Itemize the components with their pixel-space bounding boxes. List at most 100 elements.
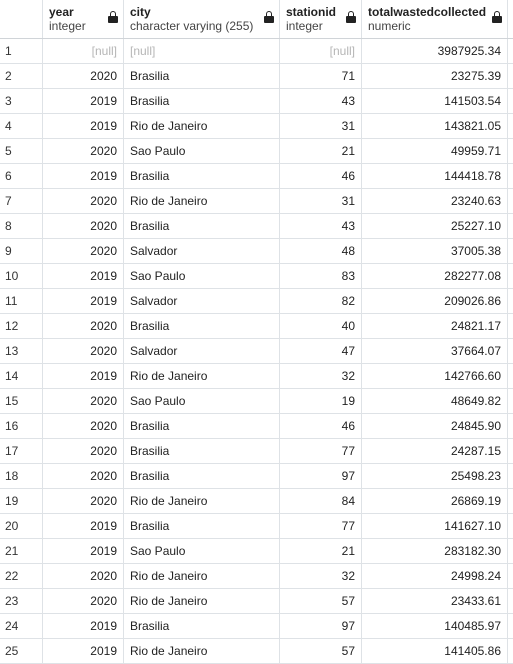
cell-totalwastedcollected[interactable]: 24287.15 (362, 439, 508, 463)
cell-year[interactable]: 2020 (43, 564, 124, 588)
cell-city[interactable]: Rio de Janeiro (124, 114, 280, 138)
row-number[interactable]: 15 (0, 389, 43, 413)
cell-stationid[interactable]: 77 (280, 514, 362, 538)
row-number[interactable]: 17 (0, 439, 43, 463)
cell-stationid[interactable]: 83 (280, 264, 362, 288)
row-number[interactable]: 16 (0, 414, 43, 438)
cell-totalwastedcollected[interactable]: 3987925.34 (362, 39, 508, 63)
cell-stationid[interactable]: 21 (280, 539, 362, 563)
cell-city[interactable]: Sao Paulo (124, 539, 280, 563)
cell-stationid[interactable]: 77 (280, 439, 362, 463)
cell-stationid[interactable]: 32 (280, 564, 362, 588)
cell-year[interactable]: 2020 (43, 339, 124, 363)
cell-city[interactable]: Rio de Janeiro (124, 589, 280, 613)
table-row[interactable]: 17 2020 Brasilia 77 24287.15 (0, 439, 513, 464)
cell-stationid[interactable]: 31 (280, 189, 362, 213)
cell-city[interactable]: Rio de Janeiro (124, 639, 280, 663)
cell-year[interactable]: 2019 (43, 364, 124, 388)
cell-totalwastedcollected[interactable]: 37005.38 (362, 239, 508, 263)
column-header-stationid[interactable]: stationid integer (280, 0, 362, 38)
cell-year[interactable]: 2020 (43, 589, 124, 613)
row-number[interactable]: 6 (0, 164, 43, 188)
cell-stationid[interactable]: 97 (280, 464, 362, 488)
table-row[interactable]: 22 2020 Rio de Janeiro 32 24998.24 (0, 564, 513, 589)
table-row[interactable]: 23 2020 Rio de Janeiro 57 23433.61 (0, 589, 513, 614)
cell-stationid[interactable]: 47 (280, 339, 362, 363)
cell-city[interactable]: Salvador (124, 239, 280, 263)
cell-stationid[interactable]: 71 (280, 64, 362, 88)
table-row[interactable]: 24 2019 Brasilia 97 140485.97 (0, 614, 513, 639)
cell-year[interactable]: 2020 (43, 314, 124, 338)
cell-year[interactable]: 2019 (43, 164, 124, 188)
row-number[interactable]: 20 (0, 514, 43, 538)
cell-city[interactable]: Rio de Janeiro (124, 489, 280, 513)
cell-totalwastedcollected[interactable]: 209026.86 (362, 289, 508, 313)
cell-year[interactable]: 2020 (43, 139, 124, 163)
cell-year[interactable]: 2020 (43, 439, 124, 463)
cell-stationid[interactable]: 46 (280, 414, 362, 438)
cell-totalwastedcollected[interactable]: 23433.61 (362, 589, 508, 613)
cell-stationid[interactable]: 32 (280, 364, 362, 388)
row-number[interactable]: 19 (0, 489, 43, 513)
cell-totalwastedcollected[interactable]: 24845.90 (362, 414, 508, 438)
cell-city[interactable]: Sao Paulo (124, 389, 280, 413)
cell-city[interactable]: [null] (124, 39, 280, 63)
table-row[interactable]: 1 [null] [null] [null] 3987925.34 (0, 39, 513, 64)
table-row[interactable]: 20 2019 Brasilia 77 141627.10 (0, 514, 513, 539)
row-number[interactable]: 4 (0, 114, 43, 138)
row-number-header[interactable] (0, 0, 43, 38)
cell-totalwastedcollected[interactable]: 282277.08 (362, 264, 508, 288)
cell-totalwastedcollected[interactable]: 141405.86 (362, 639, 508, 663)
row-number[interactable]: 11 (0, 289, 43, 313)
cell-city[interactable]: Brasilia (124, 314, 280, 338)
cell-stationid[interactable]: 19 (280, 389, 362, 413)
cell-stationid[interactable]: 46 (280, 164, 362, 188)
row-number[interactable]: 18 (0, 464, 43, 488)
cell-stationid[interactable]: 43 (280, 89, 362, 113)
cell-stationid[interactable]: 31 (280, 114, 362, 138)
cell-city[interactable]: Salvador (124, 339, 280, 363)
row-number[interactable]: 5 (0, 139, 43, 163)
row-number[interactable]: 14 (0, 364, 43, 388)
cell-totalwastedcollected[interactable]: 144418.78 (362, 164, 508, 188)
cell-year[interactable]: 2020 (43, 214, 124, 238)
cell-stationid[interactable]: 97 (280, 614, 362, 638)
row-number[interactable]: 25 (0, 639, 43, 663)
cell-stationid[interactable]: 21 (280, 139, 362, 163)
row-number[interactable]: 13 (0, 339, 43, 363)
table-row[interactable]: 16 2020 Brasilia 46 24845.90 (0, 414, 513, 439)
table-row[interactable]: 9 2020 Salvador 48 37005.38 (0, 239, 513, 264)
row-number[interactable]: 24 (0, 614, 43, 638)
cell-stationid[interactable]: 40 (280, 314, 362, 338)
cell-city[interactable]: Salvador (124, 289, 280, 313)
table-row[interactable]: 15 2020 Sao Paulo 19 48649.82 (0, 389, 513, 414)
cell-stationid[interactable]: [null] (280, 39, 362, 63)
cell-year[interactable]: 2020 (43, 414, 124, 438)
row-number[interactable]: 21 (0, 539, 43, 563)
row-number[interactable]: 2 (0, 64, 43, 88)
table-row[interactable]: 21 2019 Sao Paulo 21 283182.30 (0, 539, 513, 564)
cell-city[interactable]: Brasilia (124, 614, 280, 638)
table-row[interactable]: 4 2019 Rio de Janeiro 31 143821.05 (0, 114, 513, 139)
cell-city[interactable]: Brasilia (124, 464, 280, 488)
cell-totalwastedcollected[interactable]: 23275.39 (362, 64, 508, 88)
table-row[interactable]: 14 2019 Rio de Janeiro 32 142766.60 (0, 364, 513, 389)
table-row[interactable]: 5 2020 Sao Paulo 21 49959.71 (0, 139, 513, 164)
table-row[interactable]: 2 2020 Brasilia 71 23275.39 (0, 64, 513, 89)
cell-totalwastedcollected[interactable]: 141627.10 (362, 514, 508, 538)
column-header-totalwastedcollected[interactable]: totalwastedcollected numeric (362, 0, 508, 38)
table-row[interactable]: 19 2020 Rio de Janeiro 84 26869.19 (0, 489, 513, 514)
cell-city[interactable]: Brasilia (124, 514, 280, 538)
cell-totalwastedcollected[interactable]: 23240.63 (362, 189, 508, 213)
table-row[interactable]: 11 2019 Salvador 82 209026.86 (0, 289, 513, 314)
cell-totalwastedcollected[interactable]: 49959.71 (362, 139, 508, 163)
cell-totalwastedcollected[interactable]: 48649.82 (362, 389, 508, 413)
row-number[interactable]: 22 (0, 564, 43, 588)
cell-city[interactable]: Rio de Janeiro (124, 564, 280, 588)
cell-totalwastedcollected[interactable]: 142766.60 (362, 364, 508, 388)
row-number[interactable]: 1 (0, 39, 43, 63)
cell-stationid[interactable]: 43 (280, 214, 362, 238)
cell-year[interactable]: [null] (43, 39, 124, 63)
cell-totalwastedcollected[interactable]: 283182.30 (362, 539, 508, 563)
column-header-city[interactable]: city character varying (255) (124, 0, 280, 38)
